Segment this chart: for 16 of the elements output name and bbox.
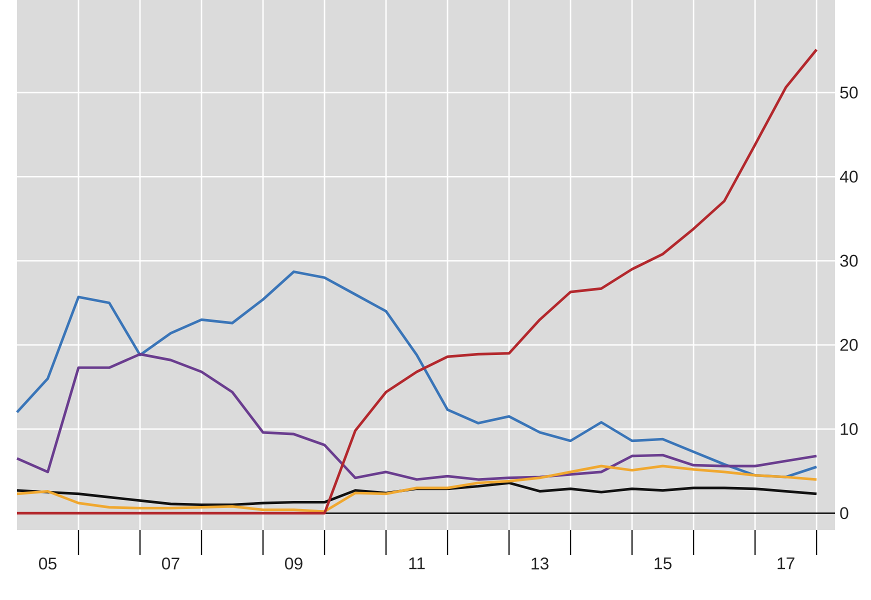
x-tick-label: 15 — [654, 558, 672, 570]
line-series — [16, 464, 818, 513]
x-tick-label: 09 — [285, 558, 302, 570]
y-tick-label: 30 — [840, 254, 858, 267]
x-tick-label: 13 — [532, 558, 548, 570]
line-series — [16, 270, 818, 478]
x-tick-label: 17 — [778, 558, 794, 570]
y-tick-label: 40 — [840, 170, 858, 183]
y-tick-label: 0 — [840, 507, 848, 520]
x-tick-label: 11 — [409, 558, 425, 570]
y-tick-label: 20 — [840, 338, 858, 351]
y-tick-label: 10 — [840, 423, 858, 436]
y-tick-label: 50 — [840, 86, 858, 99]
x-tick-label: 07 — [162, 558, 180, 570]
line-series — [16, 352, 818, 481]
x-tick-label: 05 — [38, 558, 56, 570]
